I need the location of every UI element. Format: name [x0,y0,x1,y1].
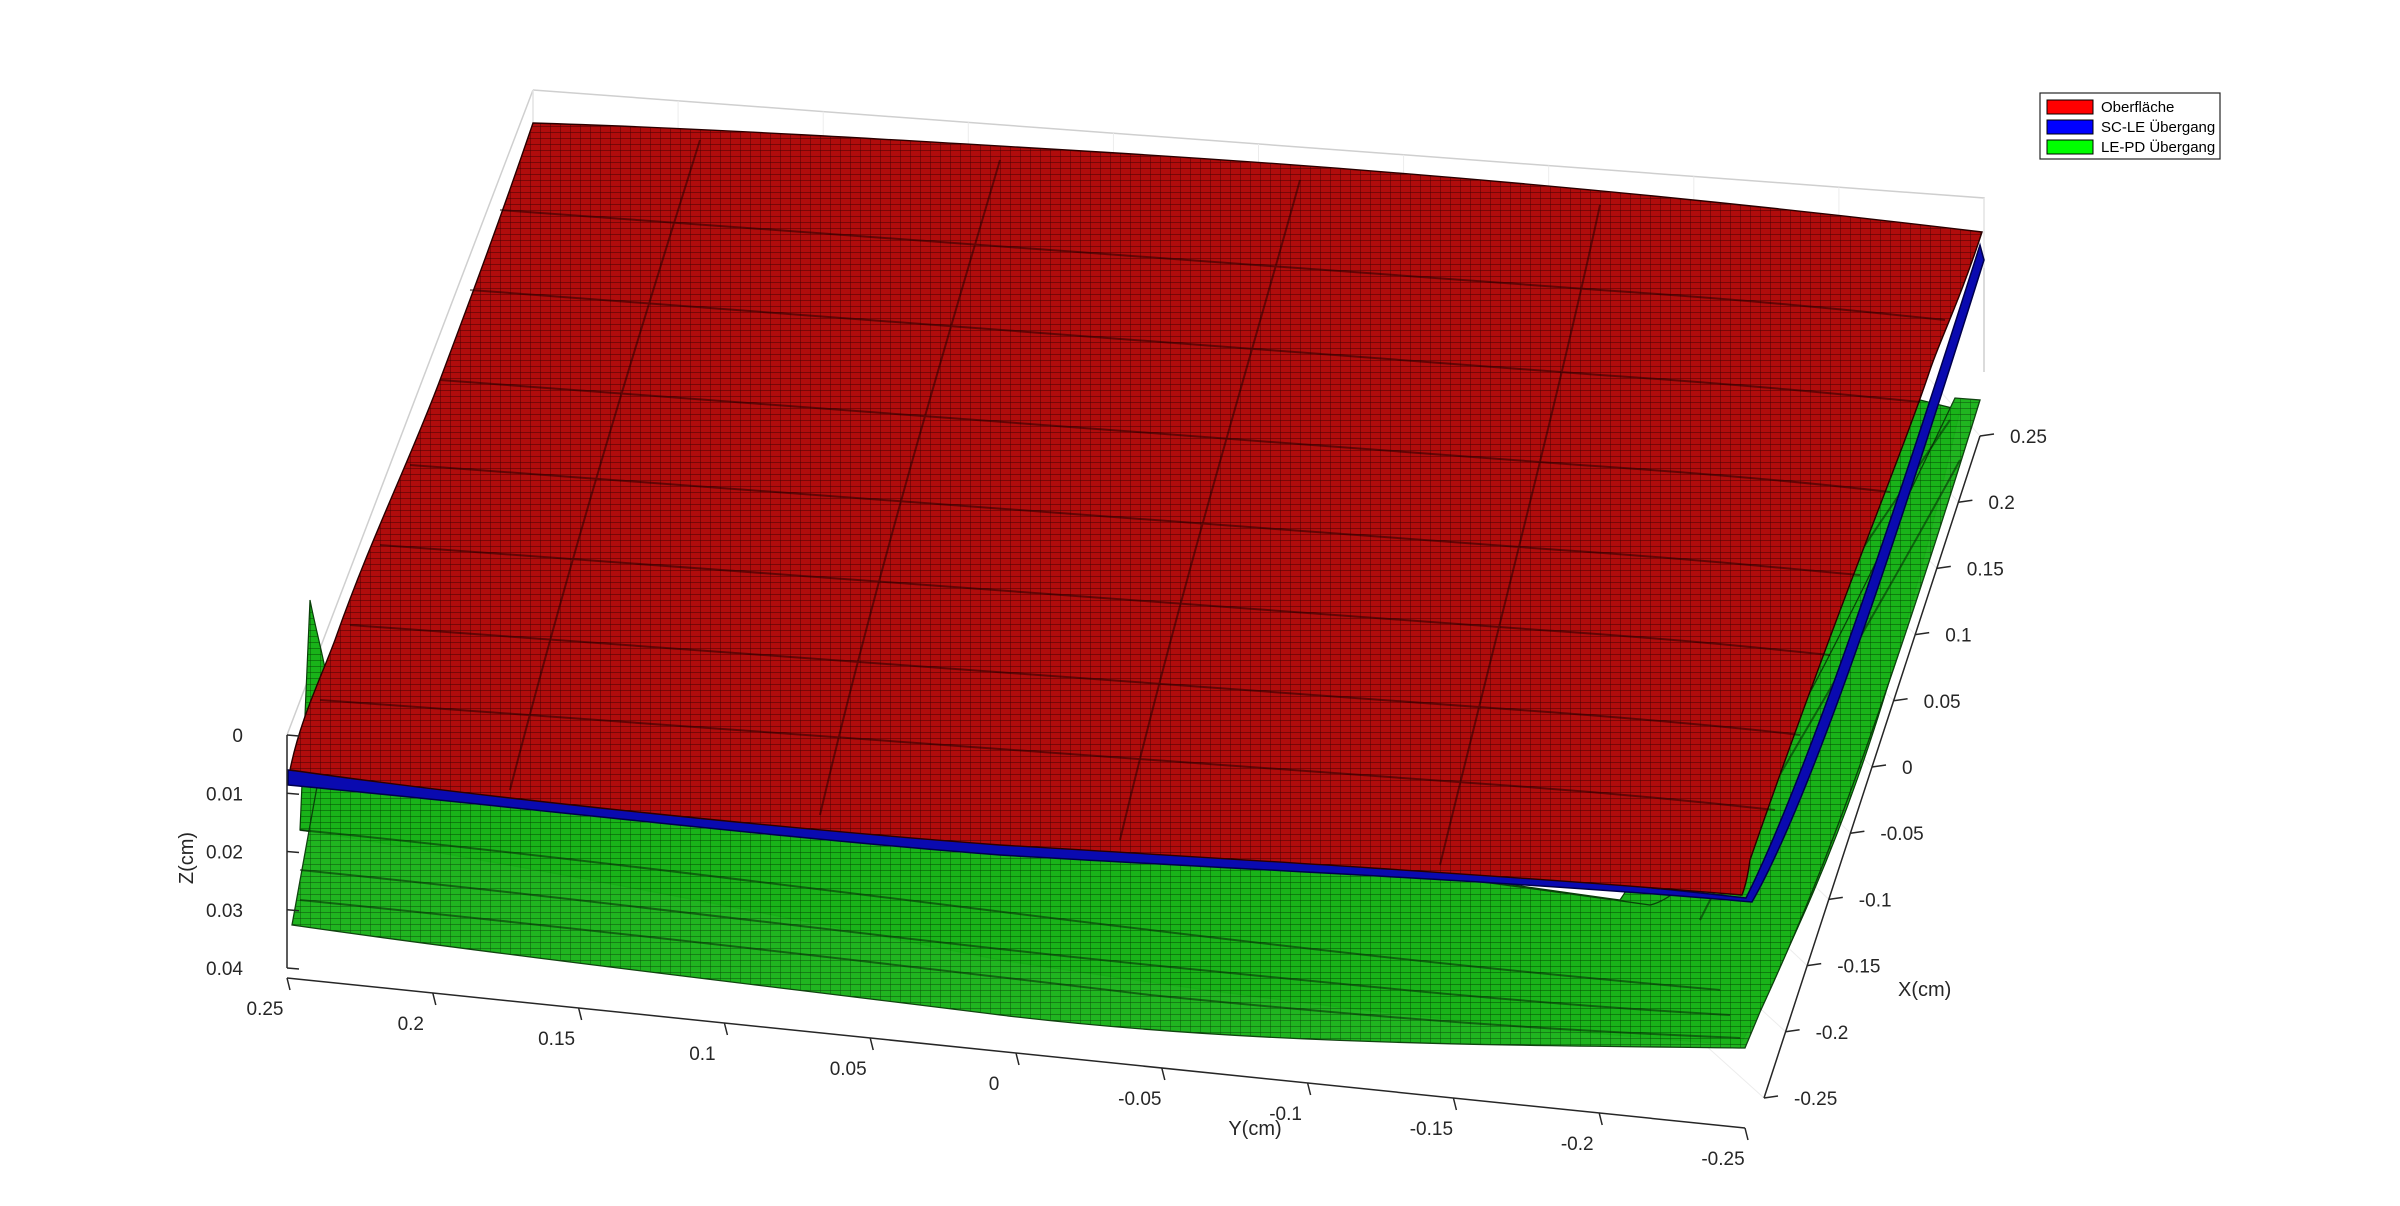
x-tick-mark [1915,631,1930,636]
x-tick-label: -0.1 [1859,890,1892,911]
y-tick-mark [577,1007,583,1021]
z-tick-mark [286,909,300,912]
x-axis-ticks: -0.25 -0.2 -0.15 -0.1 -0.05 0 0.05 0.1 0.15 0.2 0.… [1763,427,2047,1110]
y-tick-mark [723,1022,729,1036]
x-axis-line [1763,435,1981,1099]
y-axis-ticks: 0.25 0.2 0.15 0.1 0.05 0 -0.05 -0.1 -0.15 -0.2 -0.… [247,977,1749,1170]
z-tick-mark [286,734,300,737]
y-tick-mark [1598,1112,1603,1126]
legend-swatch [2046,139,2094,155]
x-tick-mark [1763,1095,1779,1099]
y-tick-mark [286,977,291,991]
series-oberflaeche-surface [289,122,1983,896]
z-tick-mark [286,792,300,795]
y-axis-line [286,977,1746,1129]
z-tick-label: 0.01 [206,784,243,805]
y-tick-label: -0.25 [1701,1149,1744,1170]
y-tick-label: -0.15 [1410,1119,1453,1140]
x-tick-mark [1871,764,1887,768]
x-tick-label: 0.1 [1945,626,1971,647]
x-tick-mark [1807,962,1822,967]
x-tick-label: -0.25 [1794,1089,1837,1110]
z-axis-ticks: 0 0.01 0.02 0.03 0.04 [206,726,300,980]
x-tick-mark [1958,499,1973,503]
y-tick-mark [432,992,437,1006]
y-axis-label: Y(cm) [1228,1118,1281,1140]
x-tick-mark [1936,565,1951,570]
legend-label: Oberfläche [2101,99,2174,116]
x-tick-label: -0.05 [1880,824,1923,845]
z-tick-label: 0.04 [206,959,243,980]
z-tick-label: 0.03 [206,901,243,922]
x-tick-label: 0 [1902,758,1913,779]
legend: Oberfläche SC-LE Übergang LE-PD Übergang [2039,92,2221,160]
y-tick-label: 0.2 [398,1014,424,1035]
legend-swatch [2046,119,2094,135]
x-tick-mark [1979,433,1995,437]
x-tick-mark [1828,896,1843,901]
z-tick-mark [286,967,300,970]
x-tick-mark [1850,830,1865,834]
x-tick-label: 0.05 [1924,692,1961,713]
y-tick-label: 0.25 [247,999,284,1020]
y-tick-mark [1452,1097,1458,1111]
y-tick-label: 0.15 [538,1029,575,1050]
y-tick-label: 0 [989,1074,1000,1095]
y-tick-label: 0.05 [830,1059,867,1080]
x-tick-label: -0.15 [1837,957,1880,978]
z-tick-label: 0 [232,726,243,747]
y-tick-mark [1306,1082,1312,1096]
x-tick-mark [1785,1029,1800,1033]
z-tick-label: 0.02 [206,843,243,864]
legend-label: LE-PD Übergang [2101,138,2215,156]
y-tick-label: -0.1 [1269,1104,1302,1125]
x-tick-label: 0.2 [1988,493,2014,514]
y-tick-mark [1161,1067,1166,1081]
y-tick-mark [869,1037,874,1051]
x-tick-label: -0.2 [1816,1023,1849,1044]
x-axis-label: X(cm) [1898,979,1951,1001]
z-axis-label: Z(cm) [176,832,198,884]
legend-label: SC-LE Übergang [2101,118,2215,136]
y-tick-label: 0.1 [689,1044,715,1065]
x-tick-mark [1893,698,1908,702]
x-tick-label: 0.15 [1967,559,2004,580]
y-tick-mark [1744,1127,1749,1141]
x-tick-label: 0.25 [2010,427,2047,448]
y-tick-mark [1015,1052,1020,1066]
y-tick-label: -0.05 [1118,1089,1161,1110]
y-tick-label: -0.2 [1561,1134,1594,1155]
z-tick-mark [286,850,300,854]
legend-swatch [2046,99,2094,115]
